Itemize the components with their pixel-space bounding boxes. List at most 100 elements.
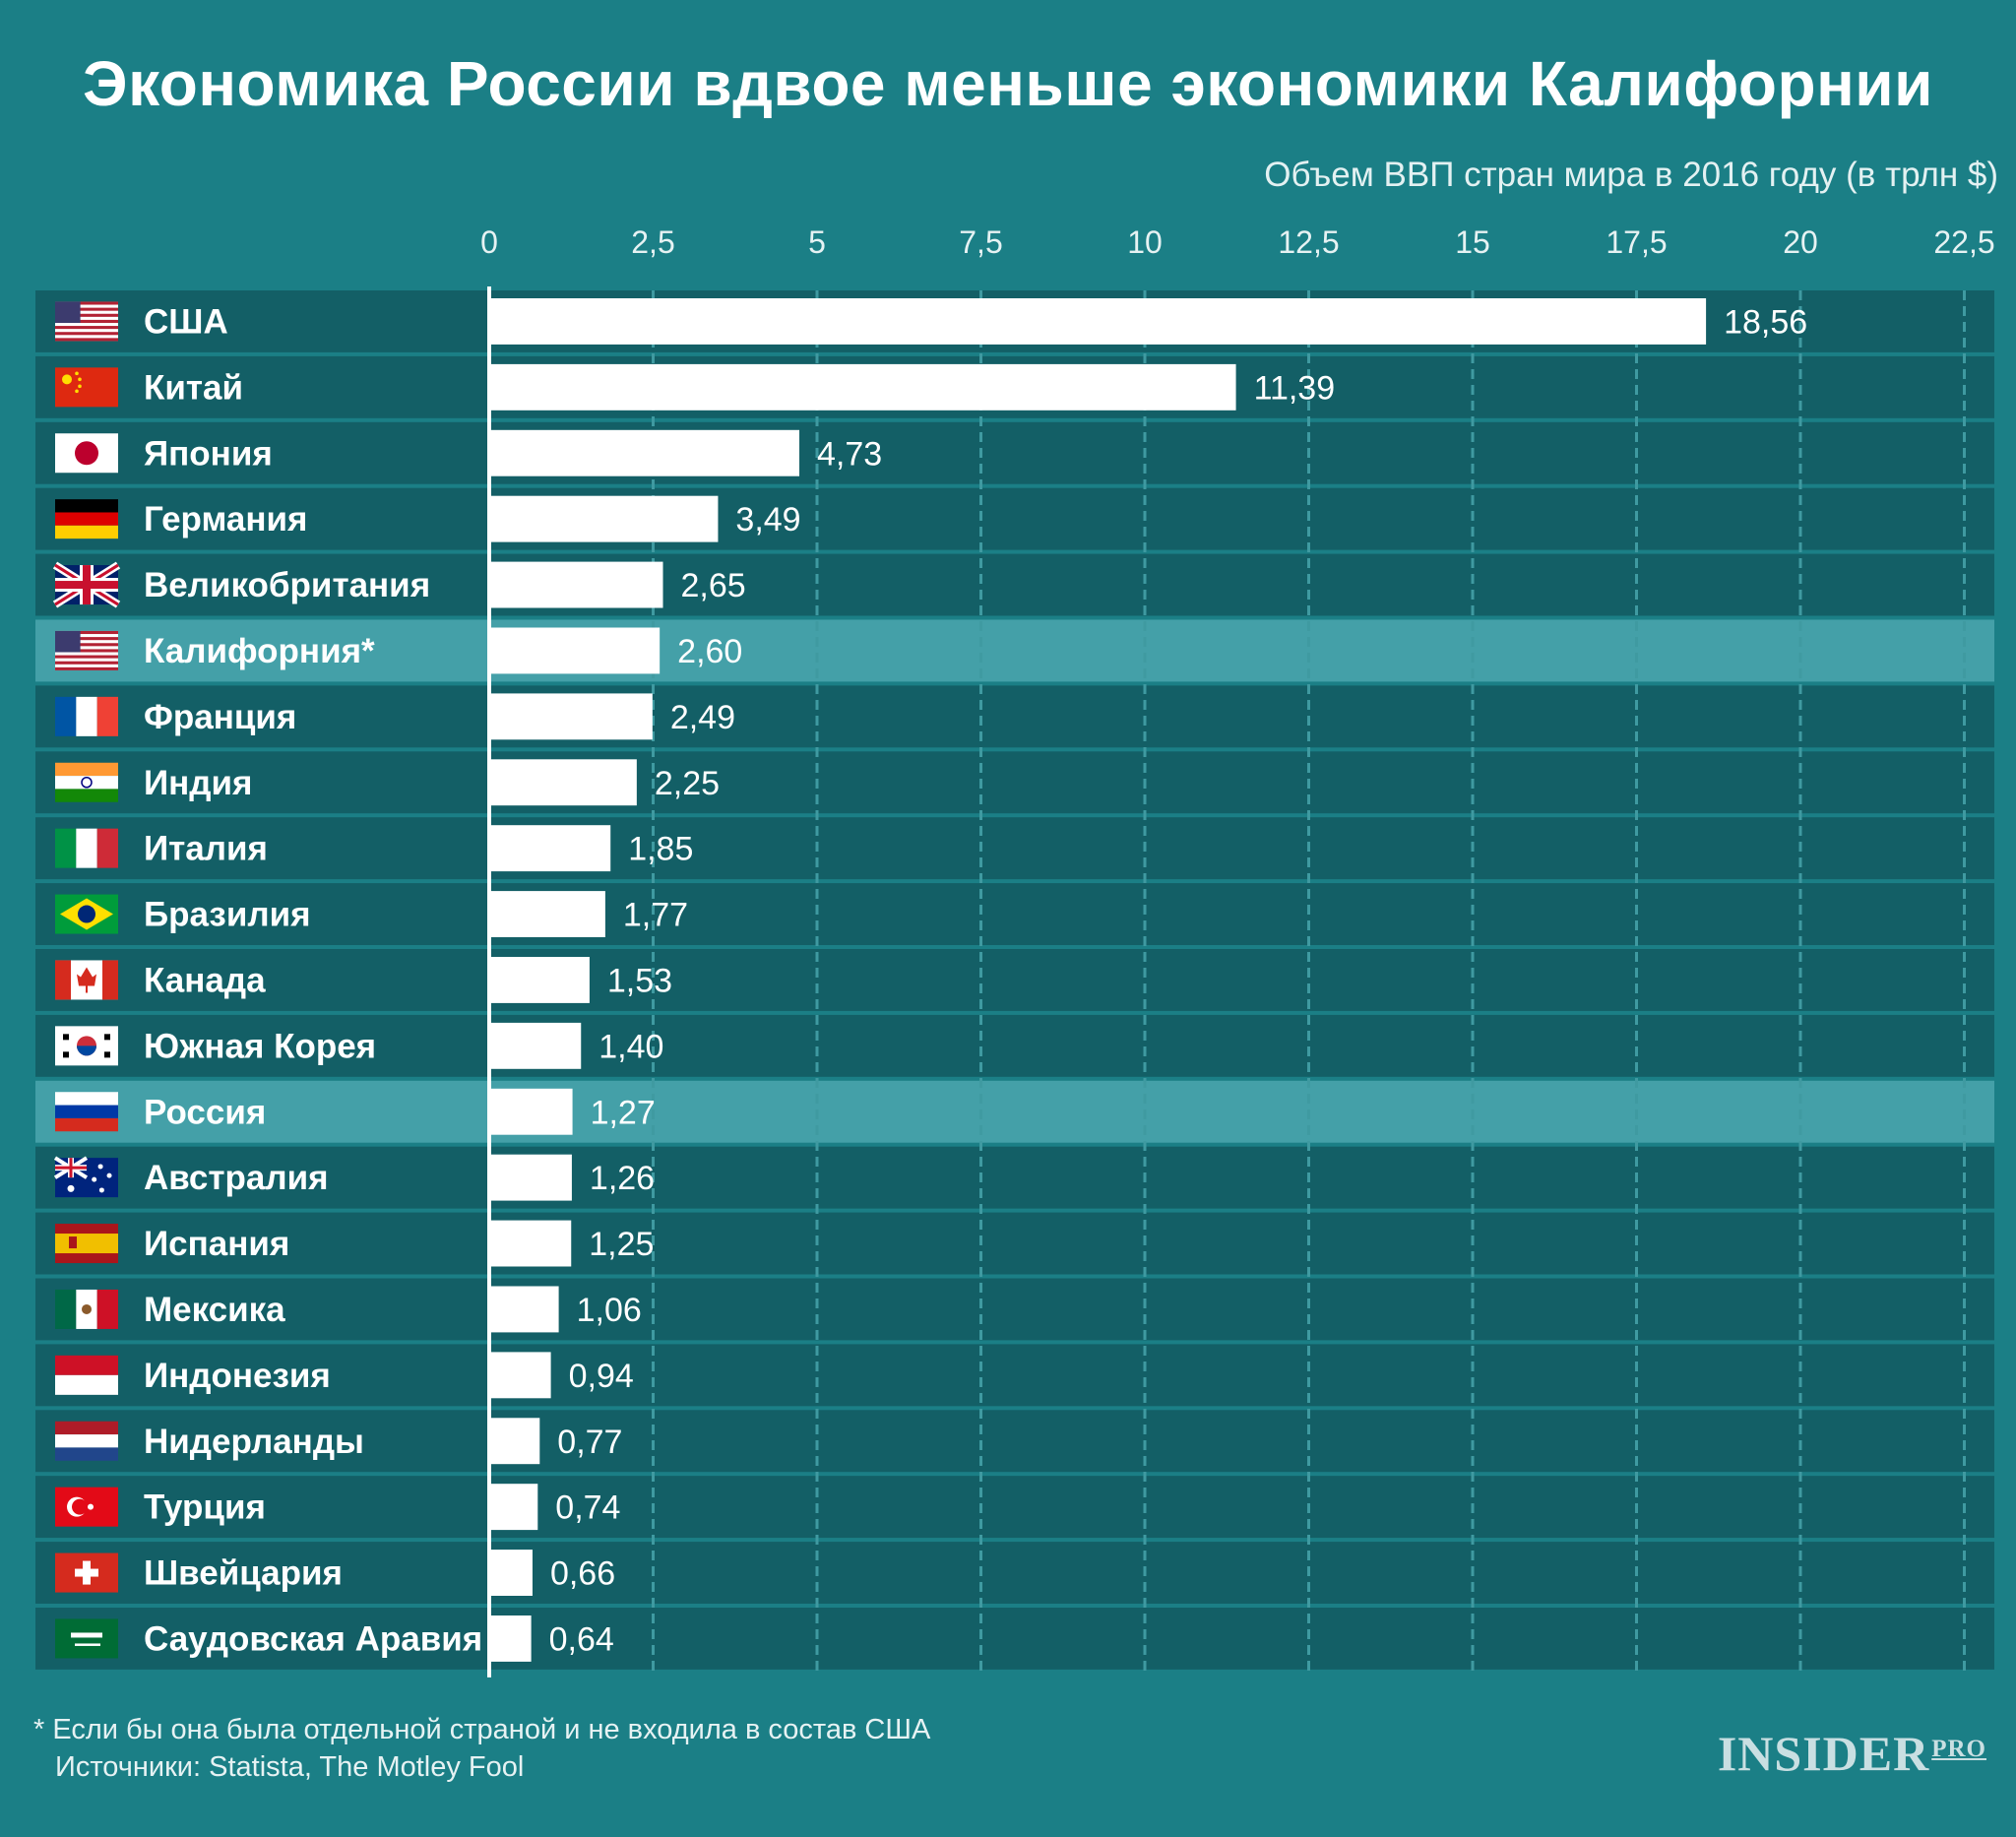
x-tick-label: 17,5 [1606, 224, 1667, 260]
logo-suffix: PRO [1931, 1736, 1986, 1762]
us-flag-icon [55, 630, 118, 670]
bar [489, 1088, 573, 1135]
chart-subtitle: Объем ВВП стран мира в 2016 году (в трлн… [1264, 156, 1998, 194]
bar [489, 759, 637, 806]
row-band [35, 1410, 1994, 1473]
germany-flag-icon [55, 499, 118, 539]
insider-pro-logo: INSIDERPRO [1718, 1725, 1986, 1782]
category-label: Испания [144, 1225, 289, 1263]
row-band [35, 1344, 1994, 1407]
highlight-row [35, 619, 1994, 682]
turkey-flag-icon [55, 1487, 118, 1527]
australia-flag-icon [53, 1156, 118, 1198]
bar [489, 1484, 538, 1531]
category-label: Турция [144, 1489, 266, 1527]
value-label: 1,06 [577, 1292, 642, 1329]
category-label: Саудовская Аравия [144, 1619, 482, 1658]
uk-flag-icon [52, 561, 121, 608]
row-band [35, 817, 1994, 880]
brazil-flag-icon [55, 894, 118, 934]
switzerland-flag-icon [55, 1552, 118, 1593]
category-label: Нидерланды [144, 1423, 364, 1461]
bar [489, 1286, 559, 1333]
value-label: 1,25 [589, 1226, 654, 1263]
row-band [35, 1146, 1994, 1209]
bar [489, 561, 663, 608]
row-band [35, 1608, 1994, 1670]
value-label: 18,56 [1724, 303, 1807, 341]
row-band [35, 685, 1994, 748]
x-tick-label: 20 [1783, 224, 1818, 260]
category-label: Южная Корея [144, 1027, 376, 1065]
value-label: 2,49 [670, 699, 735, 736]
row-band [35, 1542, 1994, 1604]
bar [489, 1418, 540, 1465]
category-label: Индонезия [144, 1357, 331, 1395]
bar [489, 1550, 533, 1596]
logo-main: INSIDER [1717, 1726, 1930, 1781]
mexico-flag-icon [55, 1289, 118, 1329]
value-label: 0,64 [549, 1620, 614, 1658]
category-label: Италия [144, 830, 268, 868]
bar-chart: 0 2,5 5 7,5 10 12,5 15 17,5 20 22,5 США 18,56 Китай 1… [35, 224, 1995, 1678]
row-band [35, 1278, 1994, 1341]
category-label: Россия [144, 1093, 266, 1131]
category-label: Китай [144, 368, 243, 407]
bar [489, 957, 590, 1003]
value-label: 0,77 [557, 1424, 622, 1461]
netherlands-flag-icon [55, 1421, 118, 1461]
south-korea-flag-icon [55, 1026, 118, 1066]
bar [489, 627, 661, 674]
value-label: 0,74 [555, 1489, 620, 1527]
japan-flag-icon [55, 433, 118, 474]
bar [489, 429, 800, 476]
category-label: Калифорния* [144, 632, 375, 670]
bar [489, 1352, 551, 1399]
x-tick-label: 0 [480, 224, 498, 260]
bar [489, 363, 1236, 411]
row-band [35, 421, 1994, 484]
value-label: 1,85 [628, 831, 693, 868]
row-band [35, 487, 1994, 550]
category-label: Япония [144, 434, 273, 473]
category-label: Индия [144, 764, 252, 802]
value-label: 1,53 [607, 962, 672, 999]
value-label: 11,39 [1254, 369, 1336, 407]
x-tick-label: 5 [808, 224, 826, 260]
bar [489, 693, 653, 740]
x-tick-label: 15 [1455, 224, 1490, 260]
category-label: США [144, 302, 228, 341]
indonesia-flag-icon [55, 1355, 118, 1395]
x-tick-label: 10 [1127, 224, 1163, 260]
china-flag-icon [55, 367, 118, 408]
row-band [35, 553, 1994, 616]
bar [489, 1615, 532, 1662]
category-label: Канада [144, 961, 266, 999]
value-label: 1,77 [623, 897, 688, 934]
bar [489, 1154, 572, 1201]
russia-flag-icon [55, 1092, 118, 1132]
row-band [35, 1476, 1994, 1539]
value-label: 2,25 [655, 765, 720, 802]
value-label: 1,27 [591, 1094, 656, 1131]
india-flag-icon [55, 762, 118, 802]
category-label: Германия [144, 500, 307, 538]
bar [489, 1220, 572, 1267]
sources: Источники: Statista, The Motley Fool [55, 1751, 525, 1783]
category-label: Австралия [144, 1159, 329, 1197]
us-flag-icon [55, 301, 118, 342]
row-band [35, 751, 1994, 814]
italy-flag-icon [55, 828, 118, 868]
highlight-row [35, 1080, 1994, 1143]
x-tick-label: 12,5 [1278, 224, 1339, 260]
france-flag-icon [55, 696, 118, 736]
value-label: 1,26 [590, 1160, 655, 1197]
spain-flag-icon [55, 1224, 118, 1264]
row-band [35, 1212, 1994, 1275]
saudi-arabia-flag-icon [55, 1618, 118, 1659]
value-label: 2,60 [677, 633, 742, 670]
category-label: Бразилия [144, 896, 311, 934]
bar [489, 825, 611, 872]
value-label: 0,94 [569, 1358, 634, 1395]
x-tick-label: 22,5 [1933, 224, 1994, 260]
